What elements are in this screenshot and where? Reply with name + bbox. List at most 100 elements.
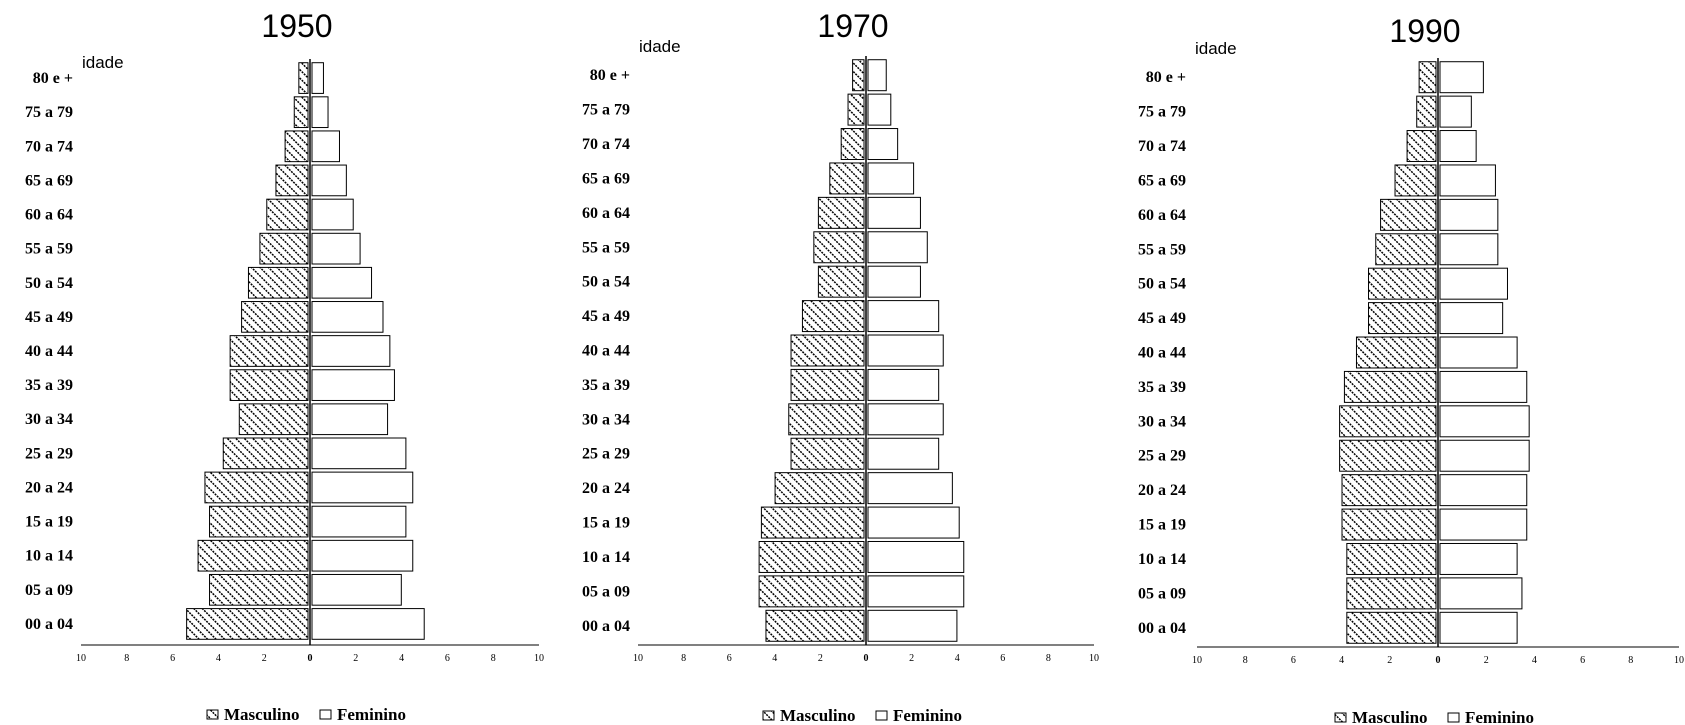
female-bar bbox=[867, 265, 921, 298]
female-bar bbox=[867, 231, 928, 264]
age-group-label: 20 a 24 bbox=[582, 480, 630, 497]
age-group-label: 40 a 44 bbox=[1138, 345, 1186, 362]
legend-label-female: Feminino bbox=[893, 706, 962, 725]
female-bar bbox=[867, 334, 944, 367]
chart-legend: Masculino Feminino bbox=[762, 706, 962, 725]
male-bar bbox=[241, 301, 309, 333]
male-bar bbox=[1406, 130, 1437, 163]
pyramid-chart-1990: 1990 idade 00 a 04 05 a 09 10 a 14 15 a 19 20 … bbox=[1138, 13, 1684, 725]
age-group-label: 50 a 54 bbox=[1138, 276, 1186, 293]
male-bar bbox=[266, 198, 309, 231]
female-bar bbox=[1439, 508, 1528, 541]
age-group-label: 05 a 09 bbox=[1138, 585, 1186, 602]
legend-swatch-female bbox=[875, 710, 888, 721]
x-tick-label: 10 bbox=[1192, 655, 1202, 666]
female-bar bbox=[867, 59, 887, 92]
male-bar bbox=[1368, 267, 1437, 300]
x-tick-label: 8 bbox=[1243, 655, 1248, 666]
x-tick-label: 2 bbox=[818, 653, 823, 664]
male-bar bbox=[817, 196, 865, 229]
age-group-label: 55 a 59 bbox=[582, 239, 630, 256]
male-bar bbox=[813, 231, 865, 264]
chart-legend: Masculino Feminino bbox=[1334, 708, 1534, 725]
male-bar bbox=[840, 128, 865, 161]
female-bar bbox=[311, 471, 414, 504]
male-bar bbox=[758, 540, 865, 573]
male-bar bbox=[788, 403, 865, 436]
age-group-label: 80 e + bbox=[590, 67, 630, 84]
male-bar bbox=[238, 403, 309, 436]
x-tick-label: 2 bbox=[1387, 655, 1392, 666]
legend-swatch-female bbox=[1447, 712, 1460, 723]
male-bar bbox=[298, 62, 309, 94]
legend-swatch-male bbox=[762, 710, 775, 721]
age-group-label: 25 a 29 bbox=[25, 445, 73, 462]
female-bar bbox=[1439, 336, 1518, 369]
x-tick-label: 4 bbox=[399, 653, 404, 664]
female-bar bbox=[867, 300, 940, 333]
female-bar bbox=[1439, 198, 1499, 231]
female-bar bbox=[1439, 370, 1528, 403]
male-bar bbox=[259, 232, 309, 265]
x-tick-label: 8 bbox=[681, 653, 686, 664]
age-group-label: 30 a 34 bbox=[1138, 413, 1186, 430]
female-bar bbox=[311, 198, 354, 231]
female-bar bbox=[1439, 302, 1504, 335]
x-tick-label: 8 bbox=[1046, 653, 1051, 664]
legend-label-male: Masculino bbox=[780, 706, 856, 725]
female-bar bbox=[311, 164, 347, 197]
female-bar bbox=[1439, 474, 1528, 507]
male-bar bbox=[758, 575, 865, 608]
female-bar bbox=[311, 437, 407, 470]
female-bar bbox=[867, 403, 944, 436]
age-group-label: 75 a 79 bbox=[25, 104, 73, 121]
female-bar bbox=[311, 608, 425, 640]
age-group-label: 80 e + bbox=[33, 70, 73, 87]
female-bar bbox=[1439, 95, 1472, 128]
female-bar bbox=[1439, 164, 1496, 197]
male-bar bbox=[197, 539, 309, 572]
chart-legend: Masculino Feminino bbox=[206, 705, 406, 724]
age-group-label: 10 a 14 bbox=[25, 548, 73, 565]
x-tick-label: 8 bbox=[491, 653, 496, 664]
age-group-label: 45 a 49 bbox=[1138, 310, 1186, 327]
age-group-label: 50 a 54 bbox=[25, 275, 73, 292]
x-tick-label: 2 bbox=[262, 653, 267, 664]
x-tick-label: 6 bbox=[1000, 653, 1005, 664]
age-group-label: 45 a 49 bbox=[582, 308, 630, 325]
female-bar bbox=[867, 368, 940, 401]
male-bar bbox=[847, 93, 865, 126]
age-group-label: 70 a 74 bbox=[582, 136, 630, 153]
female-bar bbox=[311, 505, 407, 538]
x-tick-label: 2 bbox=[353, 653, 358, 664]
x-tick-label: 6 bbox=[727, 653, 732, 664]
x-tick-label: 10 bbox=[76, 653, 86, 664]
male-bar bbox=[1416, 95, 1437, 128]
legend-label-male: Masculino bbox=[224, 705, 300, 724]
female-bar bbox=[311, 403, 389, 436]
age-group-label: 25 a 29 bbox=[1138, 448, 1186, 465]
male-bar bbox=[1341, 474, 1437, 507]
female-bar bbox=[1439, 439, 1530, 472]
age-group-label: 55 a 59 bbox=[1138, 241, 1186, 258]
x-tick-label: 2 bbox=[909, 653, 914, 664]
x-tick-label: 6 bbox=[1291, 655, 1296, 666]
age-group-label: 70 a 74 bbox=[1138, 138, 1186, 155]
female-bar bbox=[867, 575, 965, 608]
age-group-label: 20 a 24 bbox=[1138, 482, 1186, 499]
x-tick-label: 0 bbox=[308, 653, 313, 664]
male-bar bbox=[229, 369, 309, 401]
male-bar bbox=[801, 300, 865, 333]
x-tick-label: 8 bbox=[124, 653, 129, 664]
age-group-label: 15 a 19 bbox=[1138, 517, 1186, 534]
male-bar bbox=[790, 437, 865, 470]
female-bar bbox=[1439, 405, 1530, 438]
age-group-label: 35 a 39 bbox=[582, 377, 630, 394]
female-bar bbox=[311, 130, 340, 163]
x-tick-label: 0 bbox=[1436, 655, 1441, 666]
female-bar bbox=[1439, 130, 1477, 163]
male-bar bbox=[209, 573, 309, 606]
age-group-label: 30 a 34 bbox=[25, 411, 73, 428]
y-axis-label: idade bbox=[639, 37, 681, 56]
male-bar bbox=[209, 505, 309, 538]
